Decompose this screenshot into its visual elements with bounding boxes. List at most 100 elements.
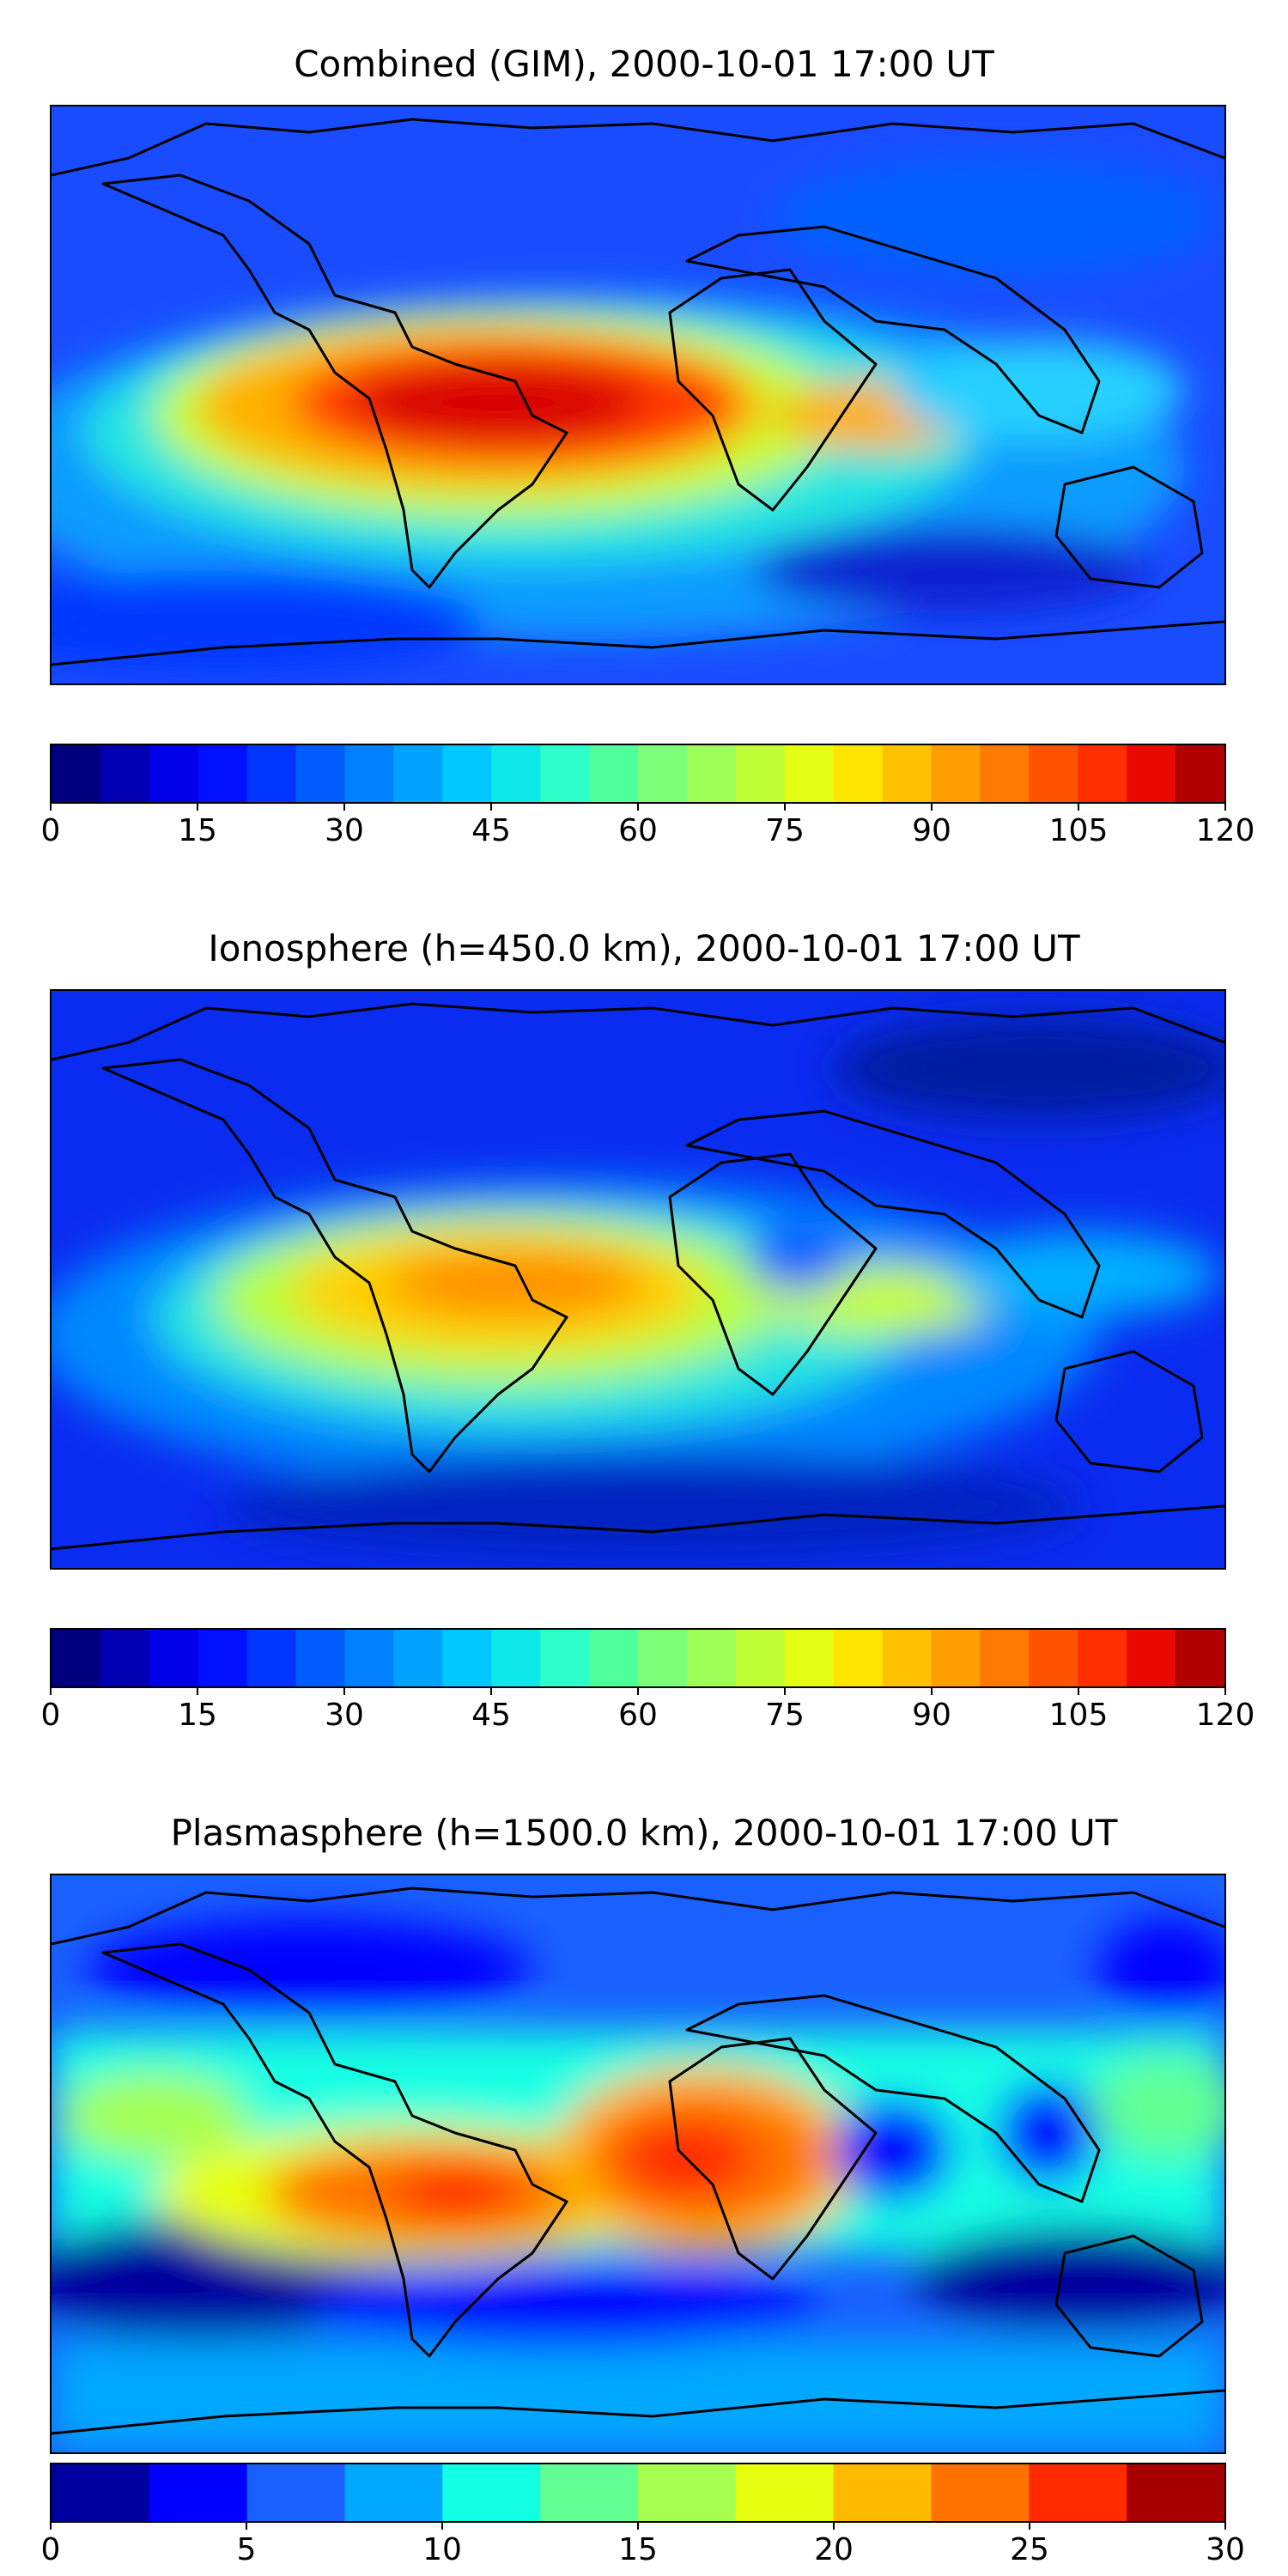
colorbar-tick-label: 120 bbox=[1195, 813, 1255, 848]
colorbar-swatch bbox=[540, 2464, 639, 2521]
colorbar-swatch bbox=[295, 745, 346, 802]
colorbar-swatch bbox=[491, 745, 541, 802]
colorbar-swatch bbox=[246, 745, 297, 802]
colorbar-swatch bbox=[393, 745, 443, 802]
colorbar-swatch bbox=[52, 1630, 101, 1686]
colorbar-swatch bbox=[882, 745, 933, 802]
colorbar-swatch bbox=[833, 2464, 933, 2521]
colorbar-tick bbox=[490, 802, 492, 811]
colorbar-swatch bbox=[686, 1630, 737, 1686]
panel-1-colorbar bbox=[50, 744, 1226, 804]
panel-2-colorbar-swatches bbox=[52, 1630, 1224, 1686]
colorbar-swatch bbox=[149, 1630, 199, 1686]
colorbar-swatch bbox=[1029, 745, 1078, 802]
panel-3-colorbar-swatches bbox=[52, 2464, 1224, 2521]
colorbar-swatch bbox=[197, 1630, 248, 1686]
colorbar-tick bbox=[490, 1686, 492, 1695]
colorbar-swatch bbox=[638, 2464, 737, 2521]
colorbar-tick bbox=[931, 802, 933, 811]
colorbar-tick bbox=[931, 1686, 933, 1695]
colorbar-swatch bbox=[52, 745, 101, 802]
panel-1-colorbar-swatches bbox=[52, 745, 1224, 802]
colorbar-swatch bbox=[1078, 745, 1127, 802]
colorbar-swatch bbox=[735, 745, 786, 802]
colorbar-swatch bbox=[295, 1630, 346, 1686]
panel-2-colorbar-ticks: 0 15 30 45 60 75 90 105 120 bbox=[41, 1686, 1255, 1738]
colorbar-tick bbox=[343, 802, 345, 811]
colorbar-swatch bbox=[344, 2464, 443, 2521]
panel-2-colorbar bbox=[50, 1628, 1226, 1688]
colorbar-swatch bbox=[638, 745, 688, 802]
colorbar-tick-label: 60 bbox=[618, 1698, 658, 1733]
colorbar-swatch bbox=[1127, 2464, 1224, 2521]
colorbar-tick-label: 15 bbox=[618, 2532, 658, 2567]
colorbar-tick-label: 10 bbox=[422, 2532, 462, 2567]
colorbar-tick bbox=[637, 802, 639, 811]
panel-2-map bbox=[50, 989, 1226, 1570]
panel-3-map bbox=[50, 1874, 1226, 2454]
panel-1-map bbox=[50, 105, 1226, 685]
colorbar-swatch bbox=[980, 745, 1030, 802]
colorbar-swatch bbox=[784, 1630, 835, 1686]
colorbar-tick-label: 20 bbox=[814, 2532, 854, 2567]
colorbar-swatch bbox=[100, 745, 150, 802]
colorbar-swatch bbox=[246, 2464, 346, 2521]
colorbar-swatch bbox=[1029, 2464, 1127, 2521]
colorbar-swatch bbox=[589, 1630, 639, 1686]
colorbar-tick bbox=[1224, 2521, 1226, 2530]
colorbar-tick-label: 75 bbox=[765, 813, 805, 848]
colorbar-tick-label: 105 bbox=[1048, 1698, 1109, 1733]
colorbar-tick-label: 0 bbox=[40, 813, 61, 848]
colorbar-tick-label: 30 bbox=[1206, 2532, 1245, 2567]
colorbar-swatch bbox=[540, 745, 590, 802]
colorbar-tick bbox=[1224, 802, 1226, 811]
colorbar-swatch bbox=[980, 1630, 1030, 1686]
panel-1-title: Combined (GIM), 2000-10-01 17:00 UT bbox=[294, 43, 994, 85]
colorbar-tick bbox=[1029, 2521, 1030, 2530]
colorbar-tick bbox=[784, 1686, 786, 1695]
colorbar-swatch bbox=[344, 1630, 395, 1686]
colorbar-tick-label: 45 bbox=[471, 1698, 511, 1733]
colorbar-swatch bbox=[100, 1630, 150, 1686]
colorbar-swatch bbox=[393, 1630, 443, 1686]
colorbar-swatch bbox=[833, 745, 884, 802]
colorbar-swatch bbox=[540, 1630, 590, 1686]
colorbar-swatch bbox=[442, 745, 492, 802]
colorbar-tick-label: 90 bbox=[912, 813, 951, 848]
colorbar-swatch bbox=[1176, 1630, 1224, 1686]
colorbar-tick bbox=[784, 802, 786, 811]
colorbar-swatch bbox=[882, 1630, 933, 1686]
panel-3-title: Plasmasphere (h=1500.0 km), 2000-10-01 1… bbox=[170, 1812, 1118, 1854]
colorbar-swatch bbox=[52, 2464, 150, 2521]
colorbar-tick bbox=[50, 802, 52, 811]
colorbar-tick-label: 0 bbox=[40, 1698, 61, 1733]
colorbar-tick bbox=[637, 1686, 639, 1695]
colorbar-tick bbox=[197, 802, 198, 811]
panel-3-colorbar-ticks: 0 5 10 15 20 25 30 bbox=[41, 2521, 1245, 2573]
colorbar-tick-label: 90 bbox=[912, 1698, 951, 1733]
colorbar-swatch bbox=[149, 745, 199, 802]
colorbar-tick-label: 75 bbox=[765, 1698, 805, 1733]
panel-3-colorbar bbox=[50, 2463, 1226, 2523]
colorbar-tick-label: 15 bbox=[178, 813, 217, 848]
colorbar-tick-label: 45 bbox=[471, 813, 511, 848]
colorbar-swatch bbox=[686, 745, 737, 802]
colorbar-swatch bbox=[735, 1630, 786, 1686]
colorbar-swatch bbox=[442, 2464, 541, 2521]
colorbar-swatch bbox=[1029, 1630, 1078, 1686]
colorbar-tick bbox=[833, 2521, 835, 2530]
colorbar-swatch bbox=[833, 1630, 884, 1686]
colorbar-tick-label: 15 bbox=[178, 1698, 217, 1733]
colorbar-swatch bbox=[784, 745, 835, 802]
colorbar-tick-label: 30 bbox=[325, 813, 364, 848]
colorbar-tick bbox=[1224, 1686, 1226, 1695]
colorbar-swatch bbox=[931, 2464, 1030, 2521]
panel-1-colorbar-ticks: 0 15 30 45 60 75 90 105 120 bbox=[41, 802, 1255, 854]
colorbar-tick bbox=[50, 2521, 52, 2530]
colorbar-tick-label: 60 bbox=[618, 813, 658, 848]
colorbar-swatch bbox=[197, 745, 248, 802]
colorbar-tick bbox=[246, 2521, 247, 2530]
panel-2-title: Ionosphere (h=450.0 km), 2000-10-01 17:0… bbox=[208, 927, 1080, 969]
colorbar-tick bbox=[197, 1686, 198, 1695]
colorbar-swatch bbox=[491, 1630, 541, 1686]
